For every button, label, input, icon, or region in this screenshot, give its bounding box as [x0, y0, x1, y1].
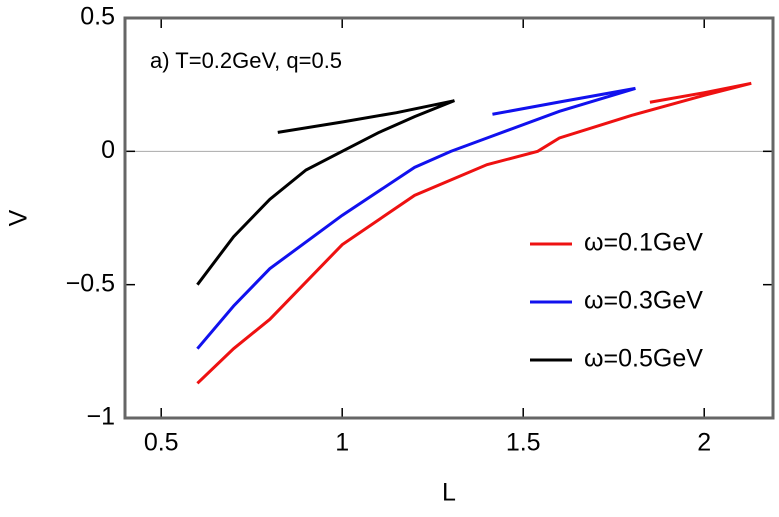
y-tick-label: 0.5 [80, 3, 115, 31]
y-tick-label: 0 [101, 136, 115, 164]
plot-frame [123, 16, 775, 420]
series-line [196, 81, 752, 385]
x-tick-label: 0.5 [144, 429, 179, 457]
series-line [196, 86, 636, 350]
y-tick-label: −1 [86, 403, 115, 431]
x-tick-label: 1 [335, 429, 349, 457]
x-tick-label: 1.5 [506, 429, 541, 457]
y-tick-label: −0.5 [66, 269, 115, 297]
series-line [196, 99, 455, 286]
legend-label: ω=0.5GeV [584, 345, 703, 373]
annotation: a) T=0.2GeV, q=0.5 [150, 48, 342, 73]
legend-label: ω=0.1GeV [584, 229, 703, 257]
legend-label: ω=0.3GeV [584, 287, 703, 315]
y-axis-label: V [5, 209, 33, 226]
x-axis-label: L [442, 479, 456, 507]
x-tick-label: 2 [697, 429, 711, 457]
